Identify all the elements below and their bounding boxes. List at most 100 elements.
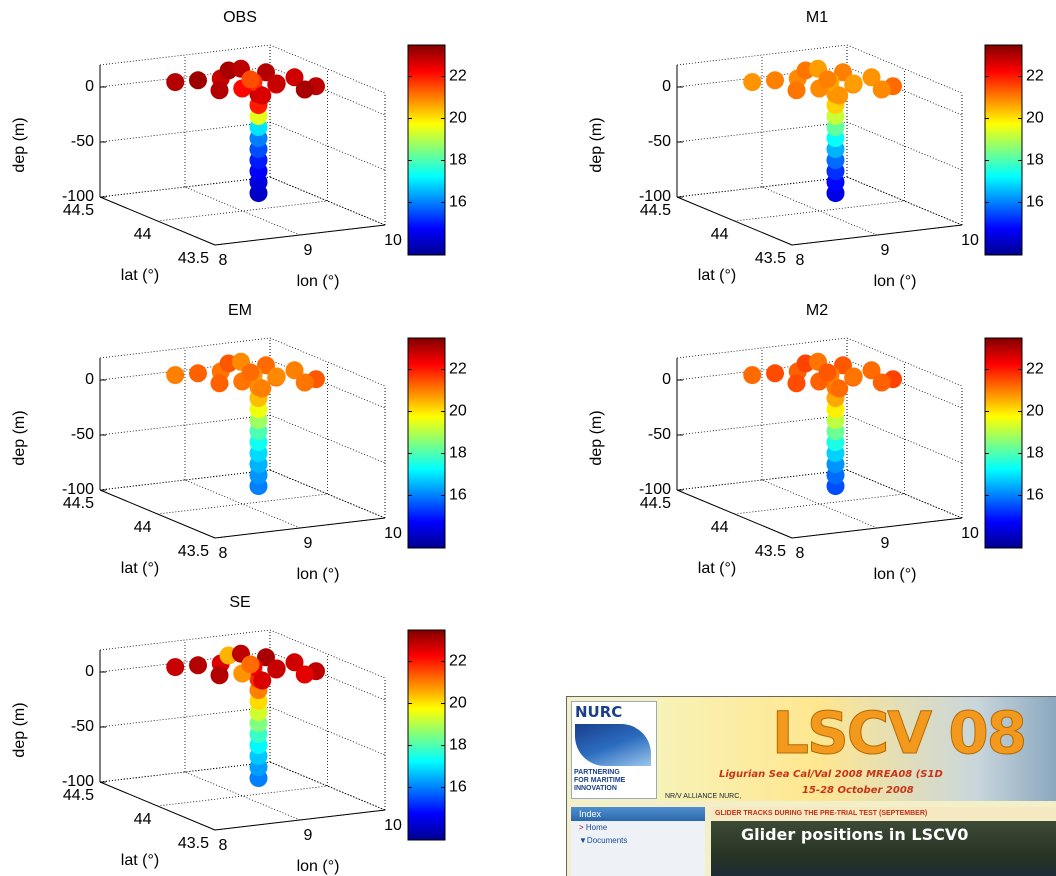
z-tick-label: 0	[662, 78, 671, 95]
z-tick-label: 0	[662, 371, 671, 388]
z-tick-label: -50	[71, 426, 94, 443]
y-tick-label: 44	[711, 519, 729, 536]
colorbar-tick-label: 16	[449, 487, 467, 504]
grid-line	[762, 480, 877, 528]
y-tick-label: 44.5	[63, 202, 94, 219]
logo: NURC PARTNERING FOR MARITIME INNOVATION	[571, 701, 657, 799]
x-tick-label: 10	[961, 525, 979, 542]
data-point	[743, 366, 761, 384]
logo-tagline: PARTNERING FOR MARITIME INNOVATION	[574, 769, 636, 793]
banner-title: LSCV 08	[772, 699, 1025, 767]
y-axis	[677, 490, 792, 538]
y-axis	[100, 782, 215, 830]
y-tick-label: 44.5	[63, 495, 94, 512]
data-point	[211, 81, 229, 99]
colorbar-tick-label: 20	[449, 403, 467, 420]
data-point	[766, 71, 784, 89]
x-tick-label: 9	[304, 827, 313, 844]
data-point	[211, 666, 229, 684]
data-point	[211, 374, 229, 392]
data-point	[242, 655, 260, 673]
x-axis	[215, 518, 385, 538]
x-axis	[215, 225, 385, 245]
data-point	[845, 74, 863, 92]
data-point	[189, 364, 207, 382]
z-tick-label: -50	[71, 133, 94, 150]
grid-line	[158, 201, 328, 221]
colorbar-tick-label: 16	[449, 194, 467, 211]
data-point	[242, 70, 260, 88]
colorbar-tick-label: 20	[449, 695, 467, 712]
y-axis	[677, 197, 792, 245]
colorbar-tick-label: 18	[1026, 152, 1044, 169]
z-axis-label: dep (m)	[588, 410, 605, 465]
z-axis-label: dep (m)	[11, 410, 28, 465]
title: EM	[228, 302, 252, 319]
x-axis-label: lon (°)	[297, 566, 340, 583]
data-point	[830, 87, 848, 105]
x-tick-label: 9	[304, 242, 313, 259]
colorbar	[985, 45, 1022, 255]
colorbar	[408, 338, 445, 548]
nav-item[interactable]: Documents	[571, 834, 705, 847]
colorbar-tick-label: 22	[449, 68, 467, 85]
data-point	[296, 666, 314, 684]
ship-label: NR/V ALLIANCE NURC,	[665, 793, 741, 800]
data-point	[873, 81, 891, 99]
data-point	[296, 374, 314, 392]
x-tick-label: 10	[384, 525, 402, 542]
grid-line	[735, 201, 905, 221]
colorbar	[408, 630, 445, 840]
data-point	[788, 374, 806, 392]
nav-item[interactable]: Home	[571, 821, 705, 834]
x-tick-label: 9	[304, 535, 313, 552]
grid-line	[158, 786, 328, 806]
title: M2	[806, 302, 828, 319]
y-tick-label: 44	[711, 226, 729, 243]
y-tick-label: 44.5	[63, 787, 94, 804]
grid-line	[762, 187, 877, 235]
x-axis-label: lon (°)	[874, 273, 917, 290]
y-axis	[100, 197, 215, 245]
colorbar-tick-label: 22	[1026, 361, 1044, 378]
x-tick-label: 10	[384, 817, 402, 834]
y-tick-label: 43.5	[755, 250, 786, 267]
satellite-image: Glider positions in LSCV0	[711, 821, 1056, 876]
data-point	[189, 656, 207, 674]
z-tick-label: 0	[85, 78, 94, 95]
y-axis	[100, 490, 215, 538]
website-screenshot: NURC PARTNERING FOR MARITIME INNOVATION …	[566, 696, 1056, 876]
y-axis-label: lat (°)	[698, 560, 736, 577]
colorbar-tick-label: 18	[449, 445, 467, 462]
banner-subtitle: Ligurian Sea Cal/Val 2008 MREA08 (S1D	[719, 769, 943, 780]
data-point	[242, 363, 260, 381]
y-tick-label: 43.5	[178, 835, 209, 852]
banner: LSCV 08 Ligurian Sea Cal/Val 2008 MREA08…	[657, 697, 1056, 801]
x-tick-label: 10	[961, 232, 979, 249]
grid-line	[185, 480, 300, 528]
z-tick-label: 0	[85, 663, 94, 680]
data-point	[830, 380, 848, 398]
colorbar-tick-label: 18	[449, 737, 467, 754]
y-axis-label: lat (°)	[121, 267, 159, 284]
banner-dates: 15-28 October 2008	[802, 785, 914, 796]
colorbar	[985, 338, 1022, 548]
y-tick-label: 43.5	[178, 543, 209, 560]
logo-graphic	[575, 724, 651, 766]
colorbar-tick-label: 16	[1026, 487, 1044, 504]
y-tick-label: 43.5	[755, 543, 786, 560]
data-point	[268, 659, 286, 677]
colorbar-tick-label: 16	[1026, 194, 1044, 211]
data-point	[253, 87, 271, 105]
data-point	[253, 380, 271, 398]
colorbar-tick-label: 16	[449, 779, 467, 796]
colorbar-tick-label: 20	[1026, 403, 1044, 420]
x-axis-label: lon (°)	[297, 858, 340, 875]
data-point	[268, 74, 286, 92]
title: M1	[806, 9, 828, 26]
x-tick-label: 8	[219, 545, 228, 562]
main-content: GLIDER TRACKS DURING THE PRE-TRIAL TEST …	[711, 807, 1056, 876]
x-axis	[792, 225, 962, 245]
x-tick-label: 8	[796, 545, 805, 562]
data-point	[788, 81, 806, 99]
